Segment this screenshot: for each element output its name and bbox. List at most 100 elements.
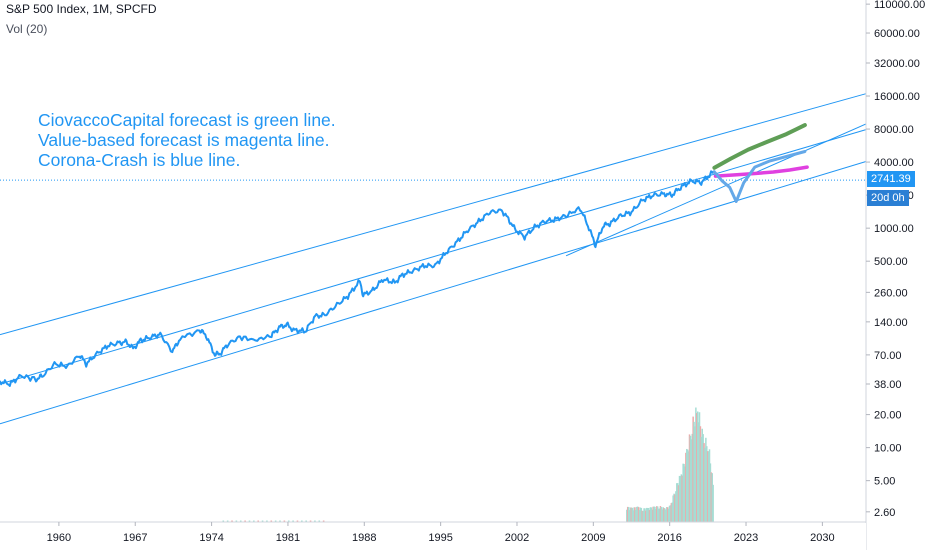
volume-bar	[231, 520, 233, 522]
volume-bar	[697, 422, 700, 522]
y-tick-label: 38.00	[874, 379, 902, 391]
volume-bar	[314, 520, 316, 522]
volume-bar	[643, 508, 645, 522]
volume-bar	[682, 463, 684, 522]
volume-bar	[676, 483, 679, 522]
volume-bar	[626, 509, 628, 522]
upper-channel-line[interactable]	[0, 93, 867, 336]
volume-bar	[636, 506, 638, 522]
magenta-forecast-series[interactable]	[713, 165, 809, 178]
volume-bar	[253, 520, 255, 522]
volume-bar	[629, 507, 632, 522]
price-axis-panel[interactable]	[867, 0, 932, 550]
volume-bar	[652, 506, 654, 522]
volume-bar	[648, 510, 651, 522]
volume-bar	[639, 507, 642, 522]
volume-bar	[640, 507, 643, 522]
volume-bar	[279, 520, 281, 522]
volume-bar	[248, 520, 251, 522]
volume-bar	[636, 506, 639, 522]
volume-bar	[642, 510, 644, 522]
volume-bar	[685, 452, 687, 522]
volume-bar	[689, 435, 692, 522]
price-series[interactable]	[0, 170, 716, 387]
volume-bar	[638, 510, 641, 522]
volume-bar	[712, 484, 714, 522]
volume-bar	[649, 507, 652, 522]
volume-bar	[635, 509, 637, 522]
volume-bar	[656, 506, 658, 522]
volume-bar	[641, 510, 644, 522]
lower-channel-line[interactable]	[0, 161, 867, 425]
x-tick-label: 1988	[352, 532, 376, 544]
crash-forecast-series[interactable]	[712, 150, 807, 203]
volume-bar	[665, 509, 667, 522]
last-price-badge: 2741.39	[867, 171, 915, 187]
volume-bar	[690, 439, 693, 522]
volume-bar	[710, 472, 713, 522]
volume-bar	[266, 520, 268, 522]
volume-bar	[655, 509, 657, 522]
green-forecast-series[interactable]	[712, 123, 807, 170]
volume-bar	[235, 520, 238, 522]
volume-bar	[632, 510, 634, 522]
volume-bar	[656, 506, 659, 522]
time-axis-panel[interactable]	[0, 523, 866, 550]
volume-bar	[695, 407, 697, 522]
y-tick-label: 500.00	[874, 256, 908, 268]
support-line-line[interactable]	[565, 123, 867, 257]
volume-bar	[261, 520, 264, 522]
y-tick-label: 8000.00	[874, 124, 914, 136]
volume-bar	[666, 507, 668, 522]
volume-bar	[651, 509, 653, 522]
annotation-corona-crash[interactable]: Corona-Crash is blue line.	[38, 150, 241, 170]
volume-bar	[666, 507, 669, 522]
volume-bar	[705, 437, 707, 522]
volume-bar	[701, 428, 703, 522]
volume-bar	[627, 507, 630, 522]
volume-bar	[644, 508, 646, 522]
volume-bar	[244, 520, 246, 522]
volume-bar	[696, 413, 698, 522]
volume-bar	[637, 507, 640, 522]
annotation-magenta-forecast[interactable]: Value-based forecast is magenta line.	[38, 130, 330, 150]
middle-channel-line[interactable]	[0, 129, 867, 385]
volume-bar	[699, 426, 702, 522]
y-tick-label: 4000.00	[874, 157, 914, 169]
volume-bar	[680, 474, 683, 522]
volume-bar	[698, 412, 701, 522]
y-tick-label: 140.00	[874, 317, 908, 329]
volume-bar	[647, 507, 650, 522]
volume-bar	[662, 507, 664, 522]
volume-bar	[653, 506, 655, 522]
x-tick-label: 1960	[47, 532, 71, 544]
volume-bar	[684, 466, 686, 522]
volume-bar	[270, 520, 273, 522]
y-tick-label: 32000.00	[874, 58, 920, 70]
volume-bar	[675, 491, 677, 522]
volume-bar	[687, 451, 690, 522]
volume-bar	[630, 507, 633, 522]
y-tick-label: 10.00	[874, 443, 902, 455]
volume-bar	[287, 520, 290, 522]
volume-bar	[301, 520, 303, 522]
volume-bar	[283, 520, 286, 522]
volume-bar	[674, 494, 676, 522]
volume-bar	[670, 503, 673, 522]
y-tick-label: 1000.00	[874, 223, 914, 235]
x-tick-label: 1995	[428, 532, 452, 544]
volume-bar	[667, 508, 670, 522]
volume-bar	[274, 520, 277, 522]
volume-bar	[633, 507, 635, 522]
y-tick-label: 5.00	[874, 476, 895, 488]
volume-bar	[706, 446, 708, 522]
symbol-title: S&P 500 Index, 1M, SPCFD	[6, 2, 157, 16]
volume-bar	[673, 493, 675, 522]
volume-bar	[688, 434, 691, 522]
volume-indicator-label[interactable]: Vol (20)	[6, 22, 48, 36]
volume-bar	[678, 475, 681, 522]
volume-bar	[703, 443, 705, 522]
annotation-green-forecast[interactable]: CiovaccoCapital forecast is green line.	[38, 110, 336, 130]
